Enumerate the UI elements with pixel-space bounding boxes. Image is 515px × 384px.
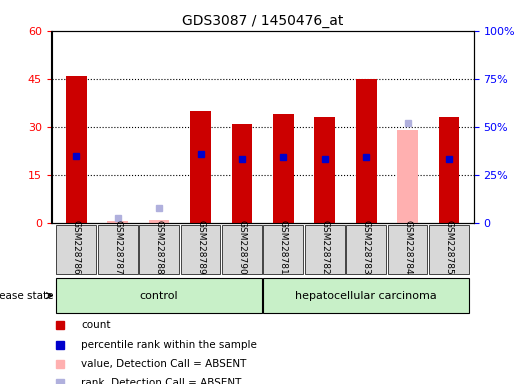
Text: GSM228782: GSM228782 [320, 220, 329, 274]
Bar [232, 124, 252, 223]
Text: hepatocellular carcinoma: hepatocellular carcinoma [295, 291, 437, 301]
Bar [314, 117, 335, 223]
Bar [66, 76, 87, 223]
Text: GSM228788: GSM228788 [154, 220, 164, 274]
Text: GSM228786: GSM228786 [72, 220, 81, 274]
FancyBboxPatch shape [264, 225, 303, 274]
Text: GSM228787: GSM228787 [113, 220, 122, 274]
FancyBboxPatch shape [264, 278, 469, 313]
FancyBboxPatch shape [305, 225, 345, 274]
Bar [273, 114, 294, 223]
Text: control: control [140, 291, 179, 301]
Title: GDS3087 / 1450476_at: GDS3087 / 1450476_at [182, 14, 344, 28]
FancyBboxPatch shape [388, 225, 427, 274]
FancyBboxPatch shape [57, 278, 262, 313]
Text: value, Detection Call = ABSENT: value, Detection Call = ABSENT [81, 359, 247, 369]
Bar [356, 79, 376, 223]
Text: GSM228790: GSM228790 [237, 220, 247, 274]
FancyBboxPatch shape [222, 225, 262, 274]
FancyBboxPatch shape [57, 225, 96, 274]
Text: GSM228785: GSM228785 [444, 220, 454, 274]
Text: GSM228784: GSM228784 [403, 220, 412, 274]
FancyBboxPatch shape [139, 225, 179, 274]
Text: GSM228781: GSM228781 [279, 220, 288, 274]
Text: GSM228783: GSM228783 [362, 220, 371, 274]
Bar [108, 221, 128, 223]
Bar [439, 117, 459, 223]
Text: count: count [81, 320, 111, 330]
FancyBboxPatch shape [98, 225, 138, 274]
Text: disease state: disease state [0, 291, 54, 301]
FancyBboxPatch shape [346, 225, 386, 274]
Bar [397, 130, 418, 223]
FancyBboxPatch shape [429, 225, 469, 274]
Text: rank, Detection Call = ABSENT: rank, Detection Call = ABSENT [81, 378, 242, 384]
Bar [149, 220, 169, 223]
FancyBboxPatch shape [181, 225, 220, 274]
Bar [190, 111, 211, 223]
Text: percentile rank within the sample: percentile rank within the sample [81, 339, 257, 349]
Text: GSM228789: GSM228789 [196, 220, 205, 274]
